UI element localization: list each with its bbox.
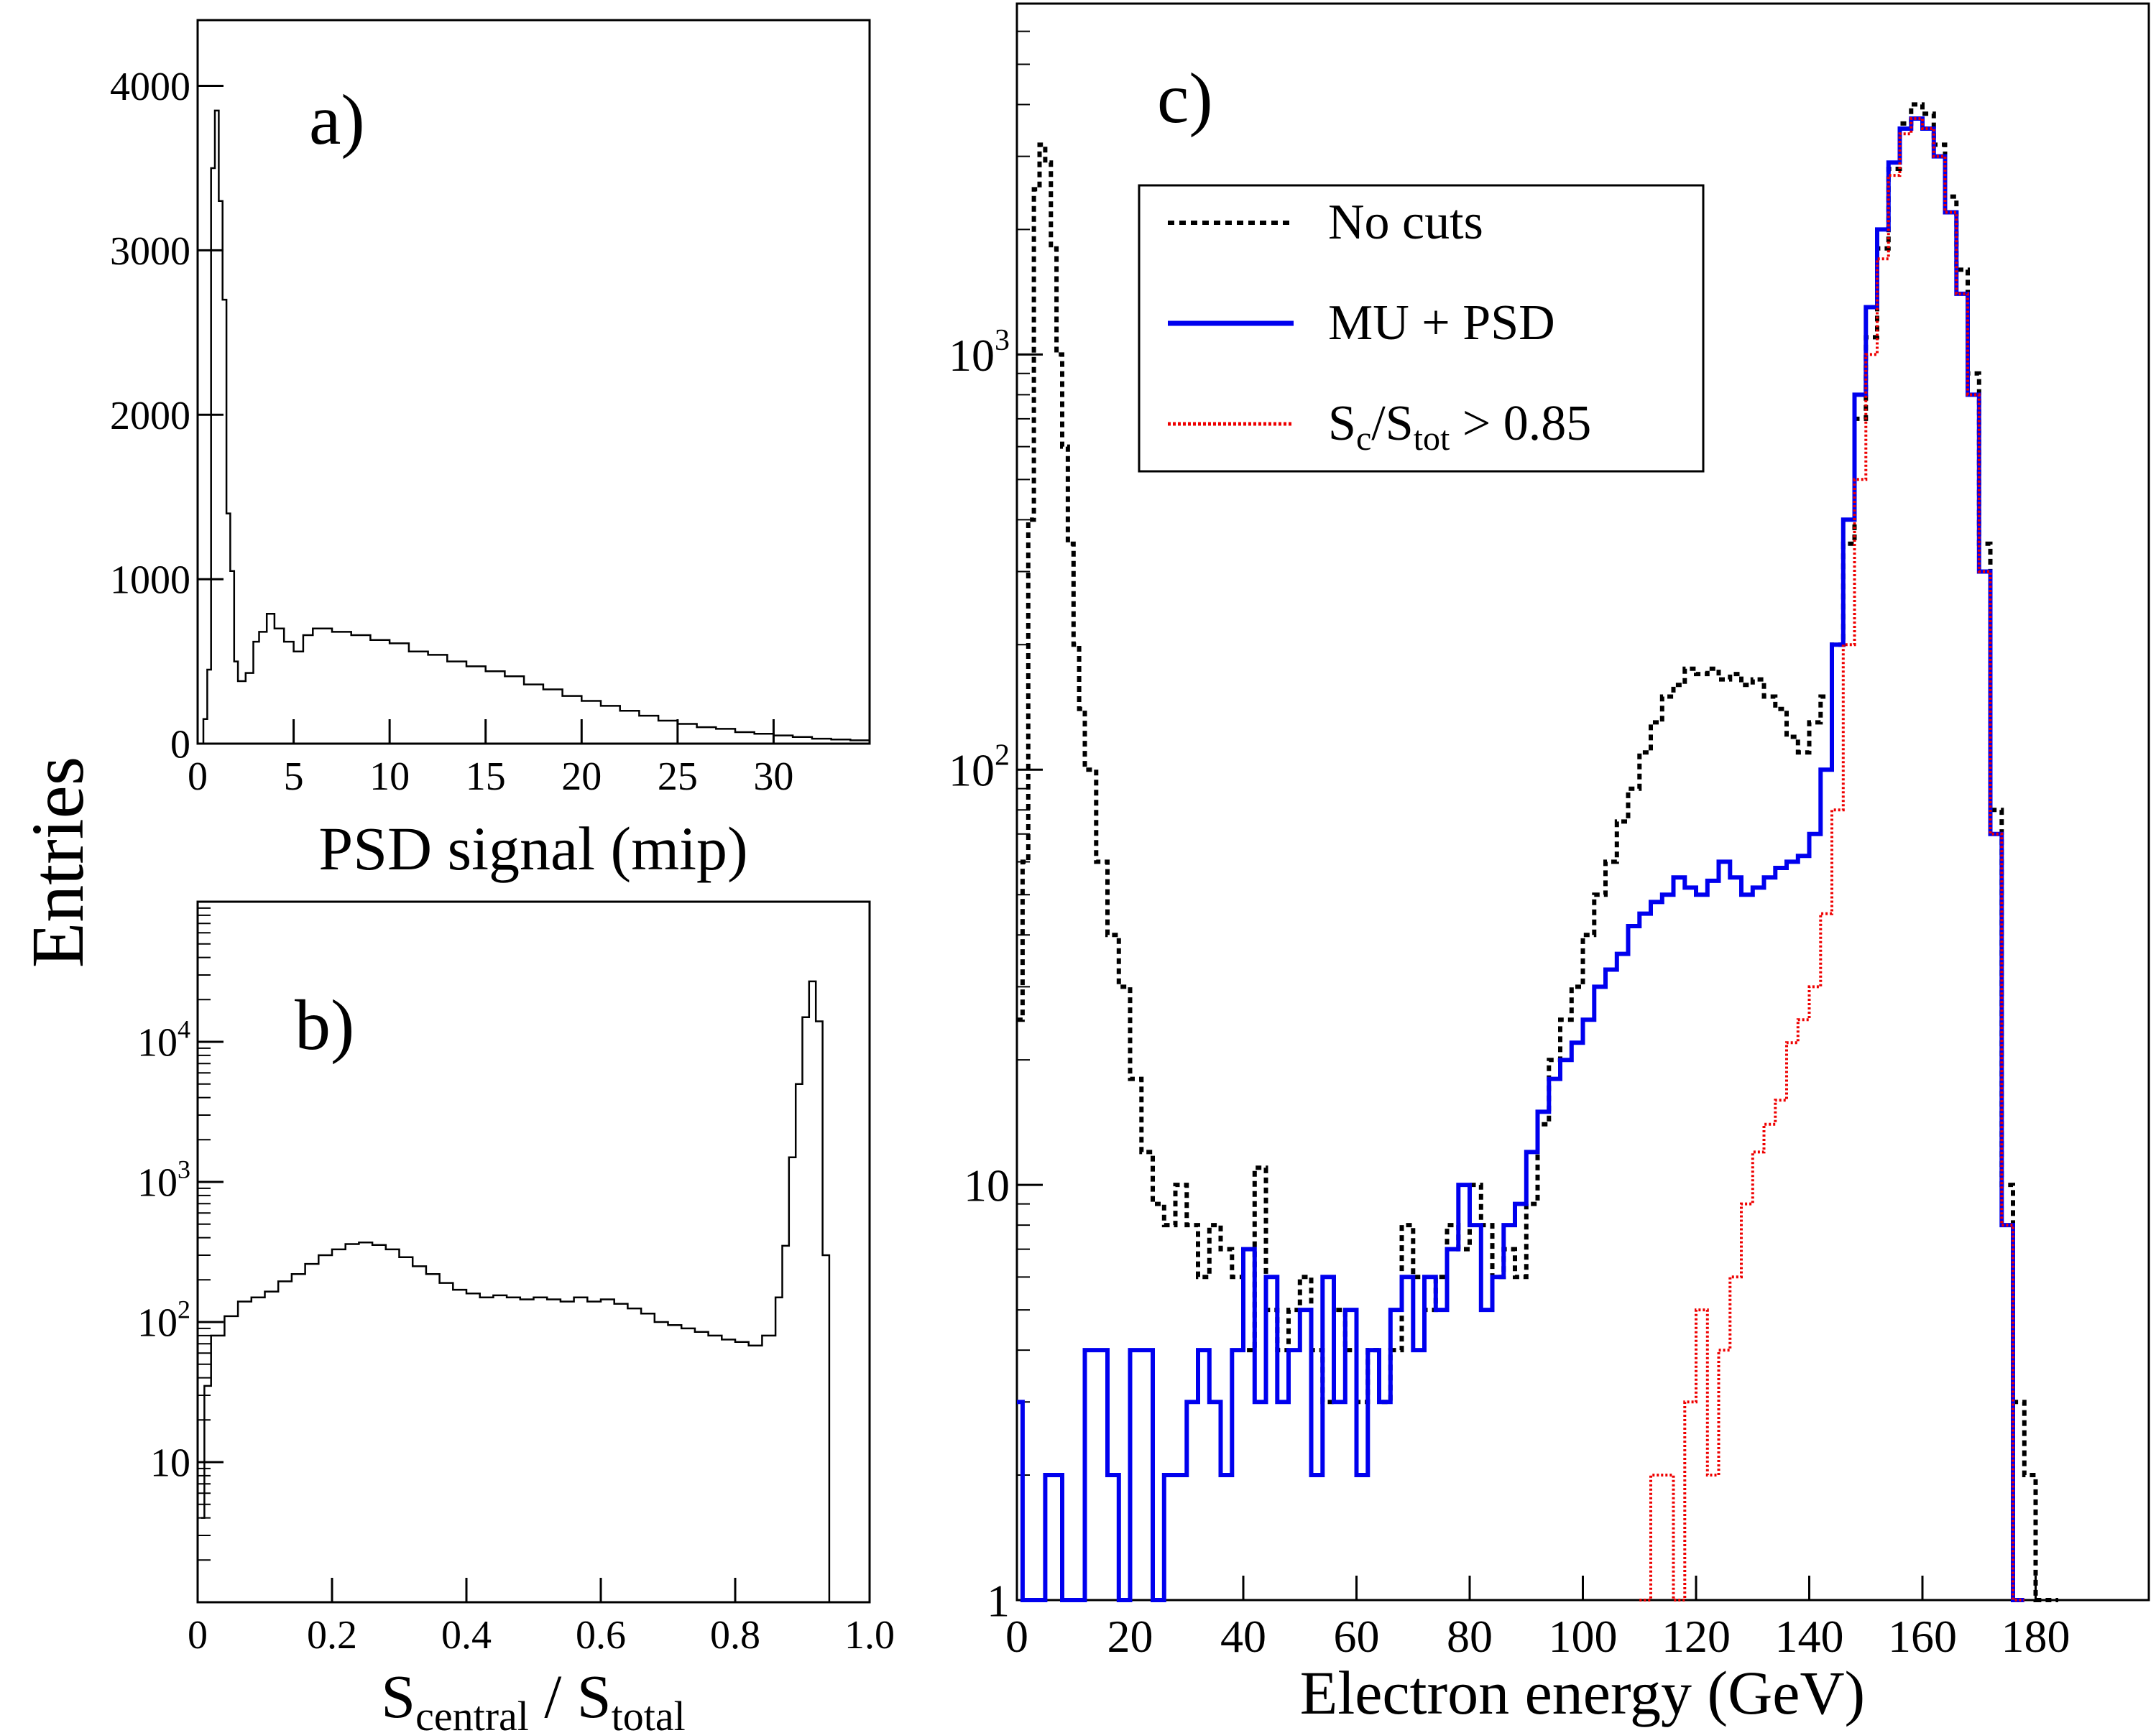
panel-b-xlabel: Scentral / Stotal bbox=[381, 1662, 685, 1733]
series-b-0 bbox=[201, 980, 837, 1604]
legend-label-mu-psd: MU + PSD bbox=[1328, 295, 1555, 351]
panel-a-ticks: 0 5 10 15 20 25 30 0 1000 2000 3000 4000 bbox=[110, 65, 793, 799]
ytick-label: 102 bbox=[137, 1295, 190, 1346]
legend-label-no-cuts: No cuts bbox=[1328, 195, 1483, 250]
legend-label-sc-stot: Sc/Stot > 0.85 bbox=[1328, 396, 1591, 458]
ytick-label: 103 bbox=[137, 1155, 190, 1206]
xtick-label: 140 bbox=[1775, 1611, 1844, 1662]
ytick-label: 0 bbox=[170, 723, 190, 767]
xtick-label: 0 bbox=[188, 1613, 208, 1658]
ytick-label: 10 bbox=[150, 1441, 190, 1486]
xtick-label: 60 bbox=[1334, 1611, 1380, 1662]
ytick-label: 1000 bbox=[110, 558, 190, 603]
panel-c: 0 20 40 60 80 100 120 140 160 180 1 10 102 103 c) Ele… bbox=[949, 2, 2150, 1727]
xtick-label: 160 bbox=[1888, 1611, 1957, 1662]
panel-c-plot bbox=[1017, 102, 2058, 1602]
panel-a: 0 5 10 15 20 25 30 0 1000 2000 3000 4000 a) PSD sig… bbox=[110, 19, 871, 883]
ytick-label: 103 bbox=[949, 324, 1010, 381]
xtick-label: 0.4 bbox=[441, 1613, 492, 1658]
xtick-label: 30 bbox=[753, 754, 793, 799]
xtick-label: 10 bbox=[369, 754, 410, 799]
legend-box bbox=[1138, 184, 1705, 473]
ytick-label: 102 bbox=[949, 739, 1010, 796]
xtick-label: 120 bbox=[1662, 1611, 1731, 1662]
xtick-label: 15 bbox=[466, 754, 506, 799]
xtick-label: 20 bbox=[561, 754, 602, 799]
panel-b-frame bbox=[196, 900, 871, 1604]
panel-b-ticks: 0 0.2 0.4 0.6 0.8 1.0 10 102 103 104 bbox=[137, 907, 895, 1658]
xtick-label: 0.8 bbox=[710, 1613, 760, 1658]
xtick-label: 0.6 bbox=[576, 1613, 626, 1658]
xtick-label: 5 bbox=[284, 754, 304, 799]
xtick-label: 0 bbox=[1005, 1611, 1028, 1662]
figure-ylabel: Entries bbox=[17, 757, 99, 969]
xtick-label: 20 bbox=[1107, 1611, 1153, 1662]
panel-a-plot bbox=[198, 109, 871, 745]
ytick-label: 104 bbox=[137, 1015, 190, 1066]
series-a-0 bbox=[198, 109, 871, 745]
panel-b-label: b) bbox=[295, 985, 354, 1065]
xtick-label: 100 bbox=[1549, 1611, 1618, 1662]
xtick-label: 25 bbox=[658, 754, 698, 799]
xtick-label: 0.2 bbox=[307, 1613, 357, 1658]
xtick-label: 40 bbox=[1220, 1611, 1266, 1662]
panel-a-xlabel: PSD signal (mip) bbox=[318, 814, 747, 883]
ytick-label: 3000 bbox=[110, 229, 190, 274]
xtick-label: 180 bbox=[2001, 1611, 2070, 1662]
panel-c-ticks: 0 20 40 60 80 100 120 140 160 180 1 10 102 103 bbox=[949, 3, 2070, 1662]
xtick-label: 80 bbox=[1447, 1611, 1493, 1662]
xtick-label: 1.0 bbox=[844, 1613, 895, 1658]
xtick-label: 0 bbox=[188, 754, 208, 799]
panel-c-xlabel: Electron energy (GeV) bbox=[1300, 1658, 1865, 1727]
ytick-label: 10 bbox=[964, 1160, 1010, 1211]
ytick-label: 2000 bbox=[110, 394, 190, 438]
series-c-1 bbox=[1017, 116, 2024, 1602]
series-c-2 bbox=[1639, 117, 2024, 1602]
ytick-label: 4000 bbox=[110, 65, 190, 109]
panel-a-label: a) bbox=[309, 80, 365, 160]
panel-c-label: c) bbox=[1157, 58, 1213, 138]
panel-b: 0 0.2 0.4 0.6 0.8 1.0 10 102 103 104 b) Scentral … bbox=[137, 900, 895, 1733]
ytick-label: 1 bbox=[987, 1575, 1010, 1626]
panel-a-frame bbox=[196, 19, 871, 745]
legend: No cuts MU + PSD Sc/Stot > 0.85 bbox=[1138, 184, 1705, 473]
panel-b-plot bbox=[201, 980, 837, 1604]
